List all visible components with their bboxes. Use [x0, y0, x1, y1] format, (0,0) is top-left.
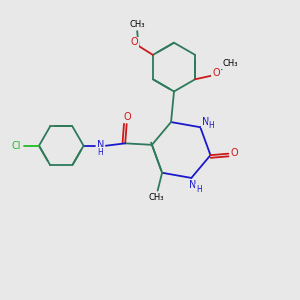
Text: O: O: [124, 112, 131, 122]
Text: H: H: [196, 185, 202, 194]
Text: Cl: Cl: [11, 141, 21, 151]
Text: CH₃: CH₃: [129, 20, 145, 29]
Text: CH₃: CH₃: [148, 193, 164, 202]
Text: O: O: [130, 38, 138, 47]
Text: N: N: [189, 180, 197, 190]
Text: N: N: [202, 117, 209, 127]
Text: H: H: [98, 148, 103, 157]
Text: N: N: [97, 140, 104, 150]
Text: H: H: [209, 121, 214, 130]
Text: O: O: [212, 68, 220, 78]
Text: CH₃: CH₃: [222, 59, 238, 68]
Text: O: O: [230, 148, 238, 158]
